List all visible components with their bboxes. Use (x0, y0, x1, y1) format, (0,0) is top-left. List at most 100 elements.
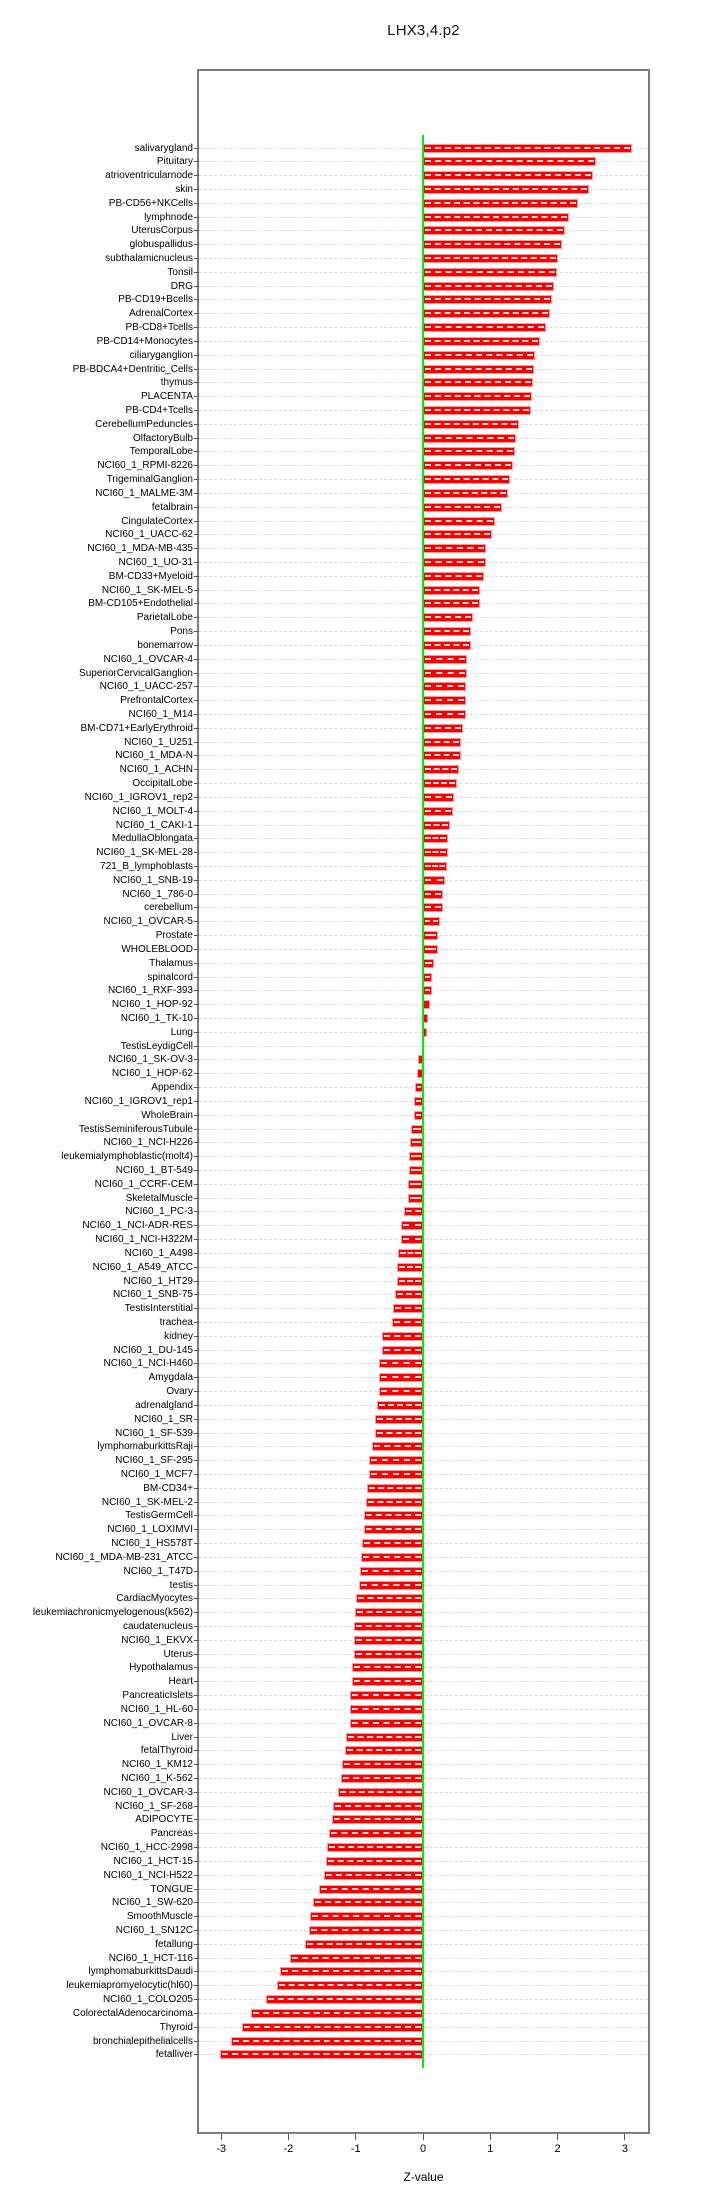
bar-dash (415, 1113, 421, 1116)
bar-dash (425, 146, 630, 149)
bar (423, 488, 509, 498)
bar (353, 1635, 423, 1645)
category-label: Amygdala (148, 1372, 193, 1384)
y-axis-tick (194, 410, 199, 412)
y-axis-tick (194, 1460, 199, 1462)
y-axis-tick (194, 893, 199, 895)
category-label: NCI60_1_UACC-62 (105, 529, 193, 541)
category-label: NCI60_1_COLO205 (102, 1994, 193, 2006)
y-axis-tick (194, 1183, 199, 1185)
category-label: Heart (168, 1676, 193, 1688)
category-label: UterusCorpus (131, 225, 193, 237)
category-label: NCI60_1_T47D (123, 1565, 193, 1577)
category-label: NCI60_1_EKVX (121, 1634, 193, 1646)
y-axis-tick (194, 1999, 199, 2001)
category-label: NCI60_1_IGROV1_rep1 (84, 1095, 193, 1107)
bar-dash (425, 395, 531, 398)
bar-dash (425, 409, 529, 412)
x-axis-tick (557, 2134, 559, 2140)
bar (328, 1829, 423, 1839)
chart-title: LHX3,4.p2 (387, 22, 460, 39)
bar-dash (416, 1086, 421, 1089)
bar (324, 1870, 423, 1880)
bar (230, 2036, 423, 2046)
y-axis-tick (194, 1059, 199, 1061)
bar (362, 1539, 423, 1549)
bar (423, 433, 516, 443)
category-label: fetalliver (155, 2049, 193, 2061)
y-axis-tick (194, 1847, 199, 1849)
bar (353, 1649, 423, 1659)
bar-dash (342, 1777, 421, 1780)
bar-dash (348, 1735, 421, 1738)
category-label: NCI60_1_NCI-ADR-RES (82, 1220, 193, 1232)
category-label: NCI60_1_HCC-2998 (100, 1842, 193, 1854)
category-label: OccipitalLobe (132, 778, 193, 790)
bar (280, 1967, 423, 1977)
category-label: NCI60_1_IGROV1_rep2 (84, 791, 193, 803)
category-label: NCI60_1_MCF7 (120, 1469, 193, 1481)
bar (392, 1304, 423, 1314)
category-label: NCI60_1_MDA-MB-435 (87, 543, 193, 555)
bar (396, 1262, 423, 1272)
x-axis-tick-label: -3 (216, 2143, 226, 2155)
category-label: Uterus (163, 1648, 193, 1660)
category-label: TestisSeminiferousTubule (78, 1123, 193, 1135)
bar (349, 1718, 423, 1728)
bar-dash (425, 353, 534, 356)
bar-dash (425, 491, 507, 494)
zero-reference-line (422, 135, 424, 2068)
bar (401, 1221, 423, 1231)
y-axis-tick (194, 1584, 199, 1586)
bar (423, 558, 486, 568)
bar (423, 862, 447, 872)
bar (423, 281, 554, 291)
x-axis-tick (489, 2134, 491, 2140)
x-axis-tick-label: 3 (621, 2143, 628, 2155)
category-label: NCI60_1_OVCAR-4 (103, 653, 193, 665)
category-label: NCI60_1_SF-539 (115, 1427, 193, 1439)
bar-dash (357, 1611, 421, 1614)
y-axis-tick (194, 1377, 199, 1379)
bar-dash (232, 2039, 421, 2042)
y-axis-tick (194, 1598, 199, 1600)
y-axis-tick (194, 520, 199, 522)
category-label: NCI60_1_SNB-75 (112, 1289, 193, 1301)
category-label: leukemiapromyelocytic(hl60) (66, 1980, 193, 1992)
category-label: lymphomaburkittsRaji (97, 1441, 193, 1453)
category-label: skin (175, 183, 193, 195)
bar-dash (425, 989, 430, 992)
y-axis-tick (194, 562, 199, 564)
y-axis-tick (194, 866, 199, 868)
bar (340, 1774, 423, 1784)
category-label: BM-CD71+EarlyErythroid (80, 722, 193, 734)
bar (423, 682, 467, 692)
bar-dash (425, 450, 513, 453)
category-label: kidney (164, 1330, 193, 1342)
bar (401, 1235, 423, 1245)
bar (423, 184, 590, 194)
bar-dash (425, 574, 483, 577)
y-axis-tick (194, 1916, 199, 1918)
y-axis-tick (194, 354, 199, 356)
bar (369, 1456, 423, 1466)
y-axis-tick (194, 617, 199, 619)
category-label: WholeBrain (141, 1109, 193, 1121)
bar-dash (425, 270, 555, 273)
y-axis-tick (194, 962, 199, 964)
bar-dash (425, 533, 490, 536)
bar-dash (403, 1238, 421, 1241)
y-axis-tick (194, 299, 199, 301)
y-axis-tick (194, 1860, 199, 1862)
y-axis-tick (194, 1474, 199, 1476)
y-axis-tick (194, 1612, 199, 1614)
y-axis-tick (194, 1280, 199, 1282)
bar (423, 336, 541, 346)
y-axis-tick (194, 1529, 199, 1531)
category-label: TestisGermCell (125, 1510, 193, 1522)
y-axis-tick (194, 1985, 199, 1987)
y-axis-tick (194, 285, 199, 287)
y-axis-tick (194, 838, 199, 840)
bar-dash (425, 795, 452, 798)
y-axis-tick (194, 1902, 199, 1904)
